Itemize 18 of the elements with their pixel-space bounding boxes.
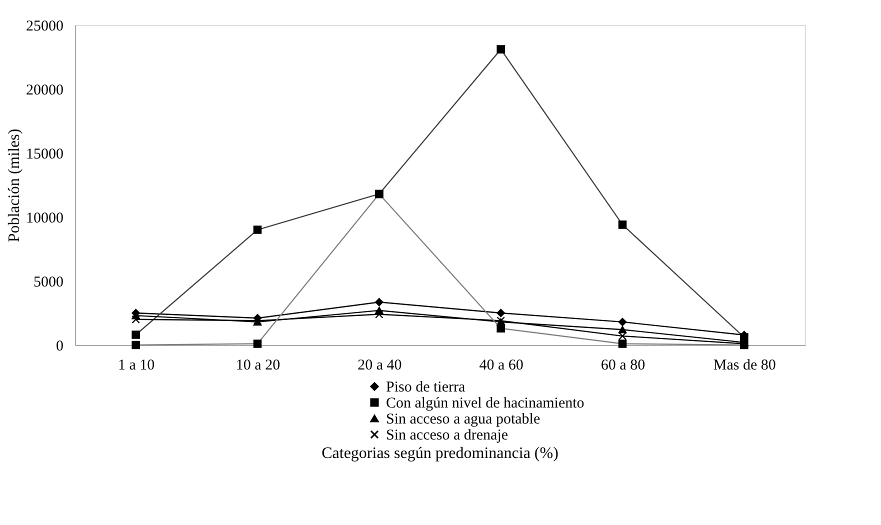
y-tick-label: 25000 [26,18,64,34]
x-tick-label: 20 a 40 [358,358,402,374]
x-tick-label: 1 a 10 [118,358,155,374]
x-tick-label: 60 a 80 [600,358,646,374]
legend-label: Sin acceso a drenaje [386,428,508,444]
y-tick-label: 20000 [26,82,64,98]
x-tick-label: 10 a 20 [236,358,280,374]
x-tick-label: 40 a 60 [479,358,524,374]
y-tick-label: 15000 [26,146,64,162]
legend-label: Piso de tierra [386,380,466,396]
y-axis-title: Población (miles) [6,128,23,242]
legend-label: Sin acceso a agua potable [386,412,540,428]
y-tick-label: 10000 [26,210,64,226]
y-tick-label: 0 [56,338,64,354]
y-tick-label: 5000 [34,274,64,290]
x-axis-title: Categorias según predominancia (%) [322,445,558,462]
x-tick-label: Mas de 80 [713,358,776,374]
legend-label: Con algún nivel de hacinamiento [386,396,584,412]
